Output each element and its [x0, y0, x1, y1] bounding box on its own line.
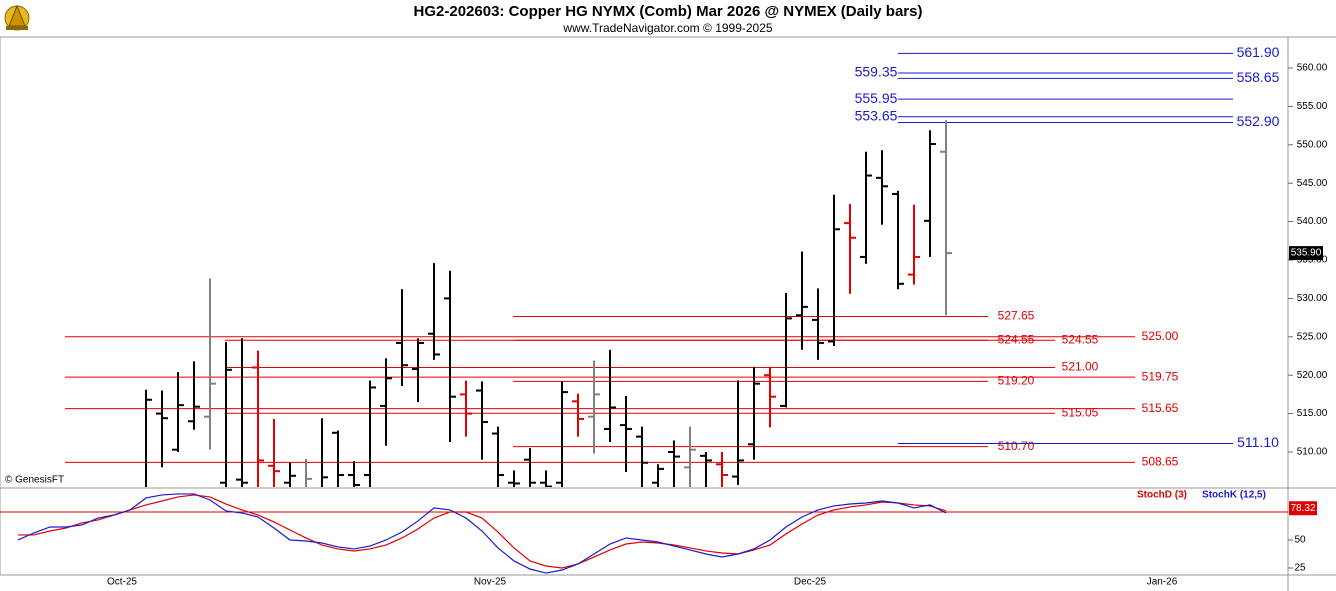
level-label: 515.05: [1062, 405, 1099, 419]
price-bars: [145, 120, 952, 487]
level-label: 510.70: [998, 439, 1035, 453]
chart-subtitle: www.TradeNavigator.com © 1999-2025: [562, 21, 772, 35]
x-tick-label: Nov-25: [474, 577, 507, 588]
y-tick-label: 535.00: [1297, 255, 1328, 266]
level-label: 519.20: [998, 374, 1035, 388]
y-tick-label: 25: [1294, 563, 1306, 574]
level-label: 558.65: [1237, 69, 1280, 85]
y-tick-label: 560.00: [1297, 63, 1328, 74]
y-tick-label: 555.00: [1297, 101, 1328, 112]
logo: [4, 4, 30, 31]
chart-title: HG2-202603: Copper HG NYMX (Comb) Mar 20…: [414, 3, 923, 20]
level-label: 561.90: [1237, 44, 1280, 60]
level-label: 519.75: [1142, 369, 1179, 383]
y-tick-label: 525.00: [1297, 331, 1328, 342]
last-value-box: [1289, 501, 1317, 516]
x-tick-label: Dec-25: [794, 577, 827, 588]
y-tick-label: 530.00: [1297, 293, 1328, 304]
level-label: 525.00: [1142, 329, 1179, 343]
x-tick-label: Oct-25: [107, 577, 137, 588]
legend-entry: StochK (12,5): [1202, 490, 1266, 501]
y-tick-label: 540.00: [1297, 216, 1328, 227]
credit: © GenesisFT: [5, 475, 64, 486]
x-tick-label: Jan-26: [1147, 577, 1178, 588]
level-label: 508.65: [1142, 455, 1179, 469]
level-label: 511.10: [1237, 434, 1279, 450]
legend-entry: StochD (3): [1137, 490, 1187, 501]
level-label: 515.65: [1142, 401, 1179, 415]
y-tick-label: 50: [1294, 535, 1306, 546]
y-tick-label: 515.00: [1297, 408, 1328, 419]
level-label: 524.55: [1062, 332, 1099, 346]
y-tick-label: 550.00: [1297, 139, 1328, 150]
level-label: 555.95: [855, 90, 898, 106]
indicator-line: [18, 494, 947, 569]
level-label: 552.90: [1237, 113, 1280, 129]
level-label: 559.35: [855, 64, 898, 80]
level-lines: 525.00 519.75 515.65 508.65 524.55 521.00 515.…: [65, 44, 1280, 469]
y-tick-label: 545.00: [1297, 178, 1328, 189]
level-label: 524.55: [998, 332, 1035, 346]
y-tick-label: 510.00: [1297, 447, 1328, 458]
last-value-label: 78.32: [1290, 503, 1315, 514]
last-price-box: [1289, 246, 1323, 261]
level-label: 521.00: [1062, 360, 1099, 374]
indicator-line: [17, 493, 947, 574]
level-label: 553.65: [855, 107, 898, 123]
last-price-label: 535.90: [1291, 248, 1322, 259]
indicator-lines: [17, 493, 947, 574]
level-label: 527.65: [998, 309, 1035, 323]
y-tick-label: 520.00: [1297, 370, 1328, 381]
